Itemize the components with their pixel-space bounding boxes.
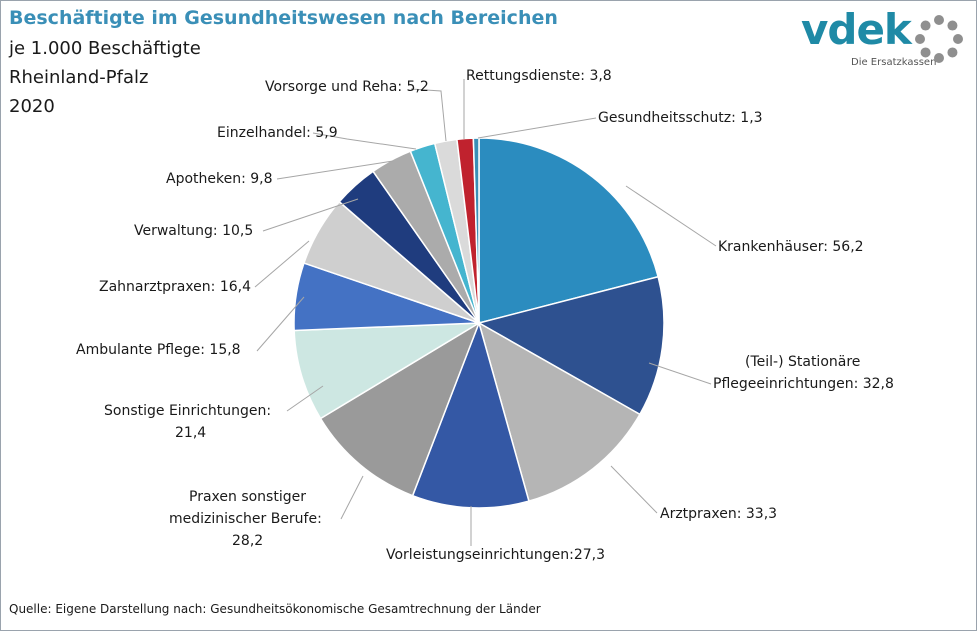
label-vorleistung: Vorleistungseinrichtungen:27,3 [386, 547, 606, 563]
leader-line-einzelhandel [312, 132, 417, 150]
leader-line-pflege [648, 362, 712, 385]
subtitle-year: 2020 [9, 96, 55, 117]
leader-line-arztpraxen [610, 465, 658, 514]
logo-dot [915, 34, 925, 44]
label-praxen-line2: medizinischer Berufe: [169, 511, 322, 527]
label-verwaltung: Verwaltung: 10,5 [134, 223, 254, 239]
leader-line-gesundheitsschutz [477, 117, 597, 139]
logo-dots-icon [915, 15, 963, 63]
label-gesundheitsschutz: Gesundheitsschutz: 1,3 [598, 110, 763, 126]
label-rettung: Rettungsdienste: 3,8 [466, 68, 612, 84]
logo-dot [934, 53, 944, 63]
label-pflege-line2: Pflegeeinrichtungen: 32,8 [713, 376, 894, 392]
leader-line-verwaltung [262, 198, 359, 232]
pie-slice-pflege [477, 275, 665, 416]
logo-dot [947, 47, 958, 58]
logo-wordmark: vdek [801, 5, 912, 54]
pie-slice-krankenhaeuser [478, 137, 660, 324]
label-sonstige-line2: 21,4 [175, 425, 207, 441]
leader-line-vorsorge [410, 88, 447, 142]
chart-title: Beschäftigte im Gesundheitswesen nach Be… [9, 7, 558, 29]
source-note: Quelle: Eigene Darstellung nach: Gesundh… [9, 602, 541, 616]
leader-line-krankenhaeuser [625, 185, 717, 247]
leader-line-praxen [340, 475, 364, 520]
logo-tagline: Die Ersatzkassen [851, 57, 937, 68]
label-ambulant: Ambulante Pflege: 15,8 [76, 342, 241, 358]
logo-dot [953, 34, 963, 44]
leader-line-apotheken [276, 160, 394, 180]
logo-dot [947, 20, 958, 31]
label-apotheken: Apotheken: 9,8 [166, 171, 273, 187]
label-zahnarzt: Zahnarztpraxen: 16,4 [99, 279, 251, 295]
logo-dot [920, 20, 931, 31]
leader-line-zahnarzt [254, 240, 310, 288]
leader-line-sonstige [286, 385, 324, 412]
logo-dot [920, 47, 931, 58]
label-praxen-line3: 28,2 [232, 533, 264, 549]
pie-slice-vorleistung [411, 320, 530, 509]
label-krankenhaeuser: Krankenhäuser: 56,2 [718, 239, 864, 255]
label-einzelhandel: Einzelhandel: 5,9 [217, 125, 338, 141]
label-vorsorge: Vorsorge und Reha: 5,2 [265, 79, 429, 95]
label-sonstige-line1: Sonstige Einrichtungen: [104, 403, 272, 419]
subtitle-unit: je 1.000 Beschäftigte [9, 38, 201, 59]
logo-dot [934, 15, 944, 25]
vdek-logo: vdek Die Ersatzkassen [801, 5, 971, 75]
pie-slice-arztpraxen [477, 321, 641, 503]
pie-slice-sonstige [293, 322, 480, 420]
label-praxen-line1: Praxen sonstiger [189, 489, 306, 505]
leader-line-ambulant [256, 296, 305, 352]
label-pflege-line1: (Teil-) Stationäre [745, 354, 861, 370]
label-arztpraxen: Arztpraxen: 33,3 [660, 506, 778, 522]
subtitle-region: Rheinland-Pfalz [9, 67, 149, 88]
pie-slice-praxen [319, 321, 481, 497]
